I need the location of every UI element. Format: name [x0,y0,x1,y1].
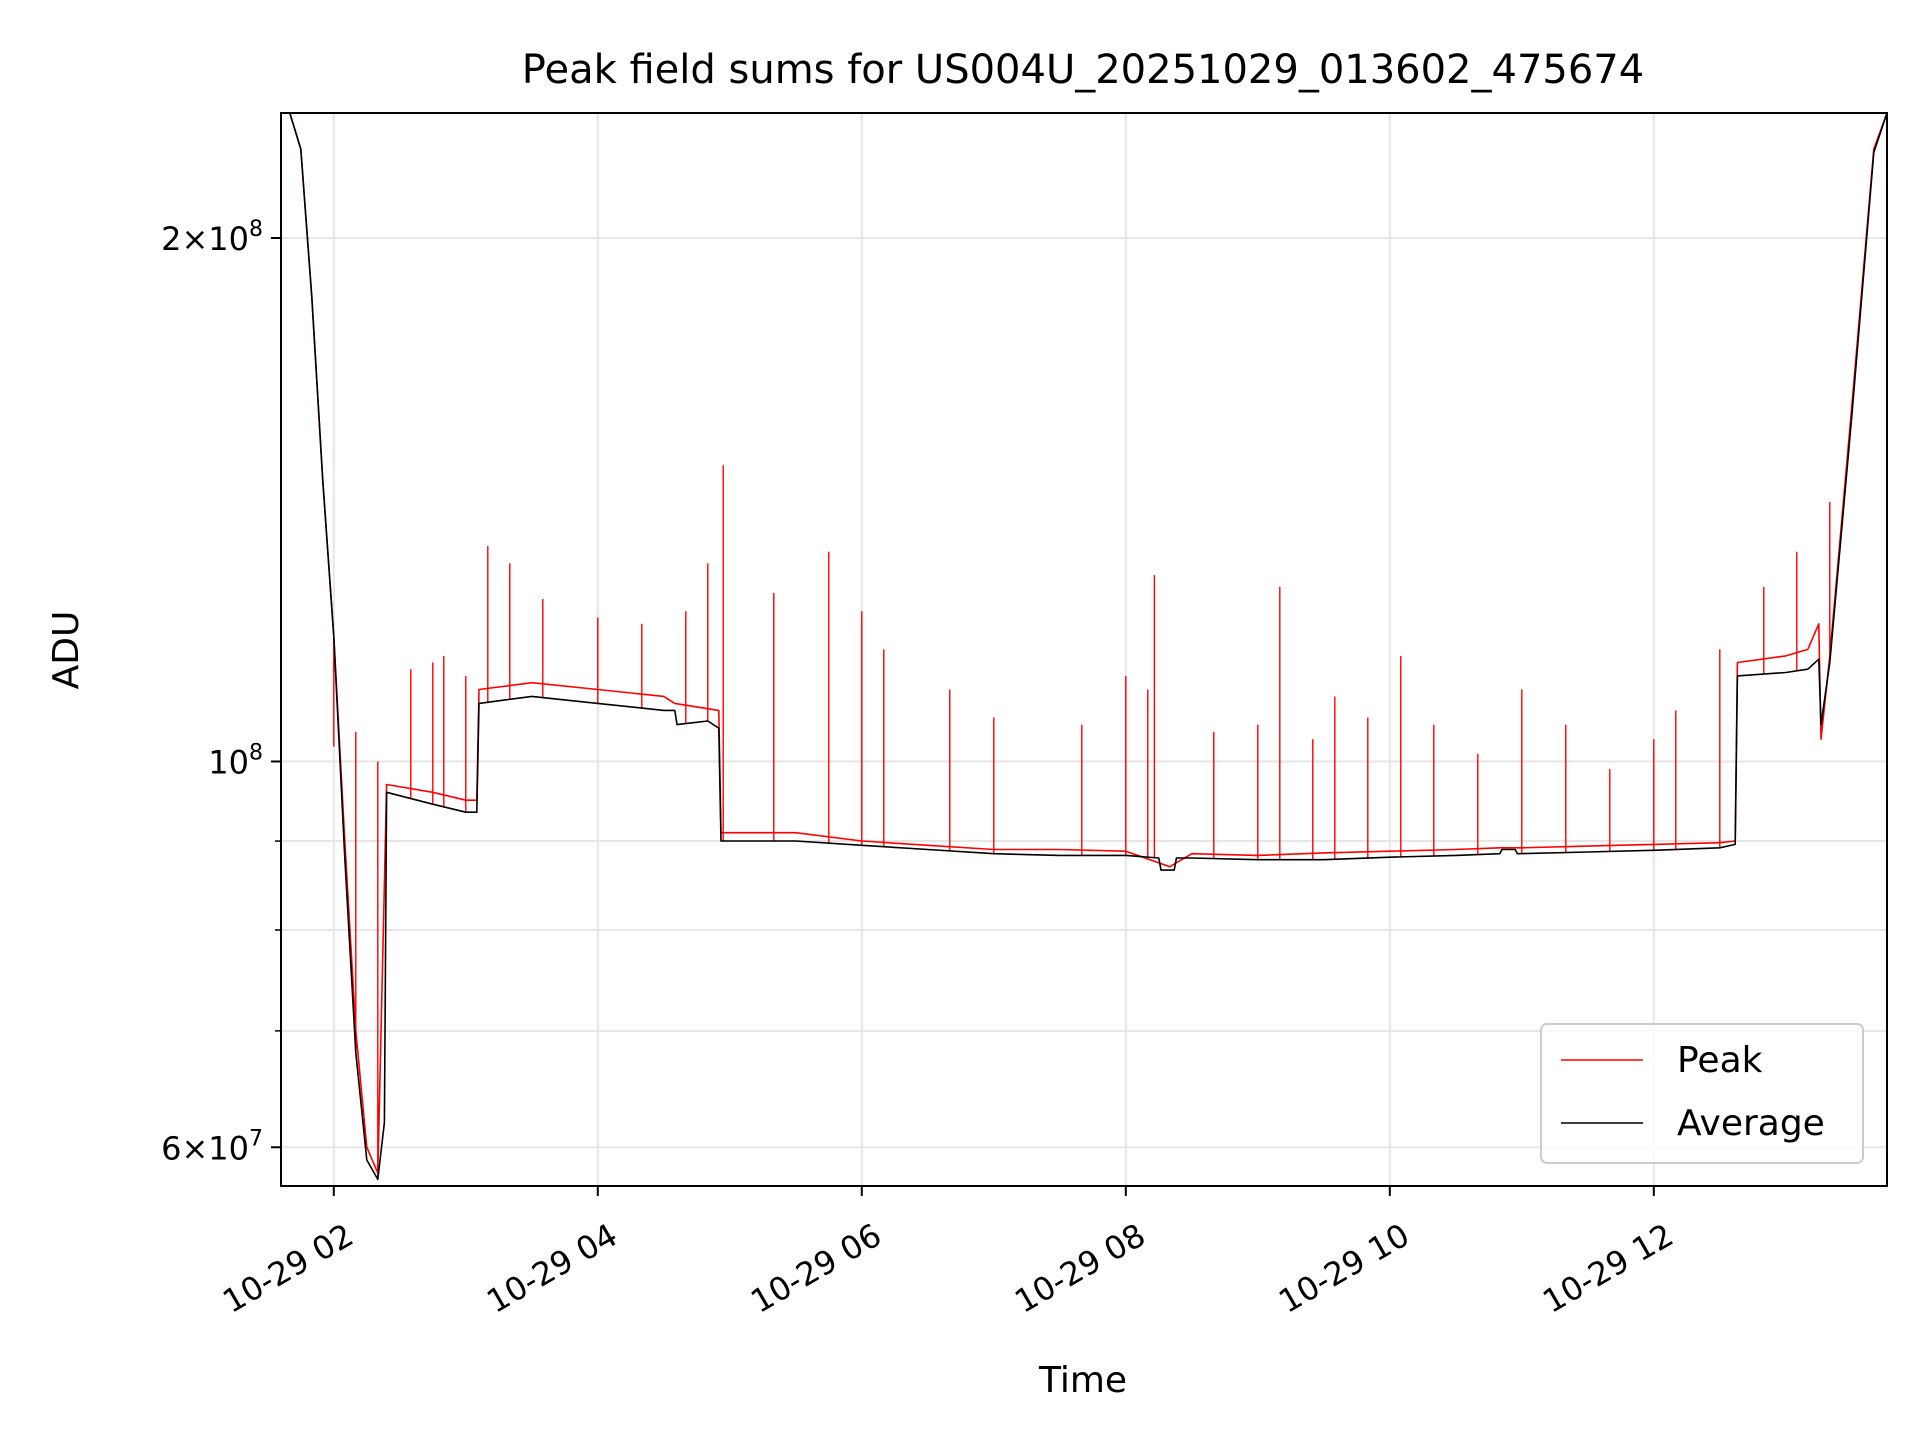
plot-frame [280,112,1888,1187]
y-tick-label: 108 [208,740,263,781]
legend-label-peak: Peak [1677,1040,1763,1081]
series-average-line [281,113,1887,1181]
y-tick-label: 6×107 [161,1126,263,1167]
y-tick-label: 2×108 [161,217,263,258]
legend-label-average: Average [1677,1103,1825,1144]
y-axis: 6×107 108 2×108 [161,217,281,1167]
x-axis-label: Time [1038,1360,1127,1401]
legend-box [1540,1023,1864,1164]
chart-title: Peak field sums for US004U_20251029_0136… [522,47,1644,93]
series-layer [281,113,1887,1181]
y-axis-label: ADU [46,611,87,690]
legend: Peak Average [1540,1023,1864,1164]
series-peak-line [281,113,1887,1174]
